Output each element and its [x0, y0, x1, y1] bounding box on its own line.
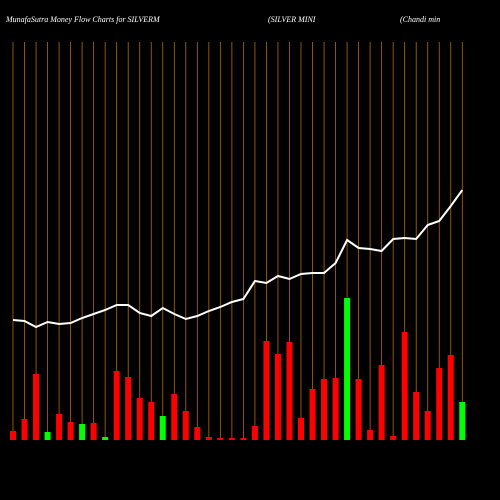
bar — [56, 414, 63, 440]
chart-title: MunafaSutra Money Flow Charts for SILVER… — [5, 15, 161, 24]
chart-subtitle: (SILVER MINI — [268, 15, 316, 24]
money-flow-line — [12, 189, 464, 329]
bar — [136, 398, 143, 440]
bar — [33, 374, 40, 440]
bar — [67, 422, 74, 440]
bar — [321, 379, 328, 440]
bar — [148, 402, 155, 440]
bar — [21, 419, 28, 440]
bar — [378, 365, 385, 440]
bar — [182, 411, 189, 440]
bar — [447, 355, 454, 440]
bar — [228, 438, 235, 440]
bar — [263, 341, 270, 440]
bar — [355, 379, 362, 440]
bar — [217, 438, 224, 440]
bar — [390, 436, 397, 440]
bar — [10, 431, 16, 440]
bar — [79, 424, 86, 440]
bar — [240, 438, 247, 440]
bar — [251, 426, 258, 440]
bar — [309, 389, 316, 440]
bar — [44, 432, 51, 440]
bar — [205, 437, 212, 440]
bar — [286, 342, 293, 440]
bar — [332, 378, 339, 440]
bar — [194, 427, 201, 440]
bar — [401, 332, 408, 440]
bar — [102, 437, 109, 440]
bar — [459, 402, 466, 440]
bar — [298, 418, 304, 440]
bar — [159, 416, 166, 440]
bar — [424, 411, 431, 440]
bar — [367, 430, 374, 440]
bar — [413, 392, 420, 440]
bar — [90, 423, 97, 440]
bar — [125, 377, 132, 440]
bar — [113, 371, 120, 440]
bar — [436, 368, 443, 440]
bar — [344, 298, 351, 440]
annotation: (Chandi min — [400, 15, 440, 24]
bar — [171, 394, 178, 440]
bar — [274, 354, 281, 440]
